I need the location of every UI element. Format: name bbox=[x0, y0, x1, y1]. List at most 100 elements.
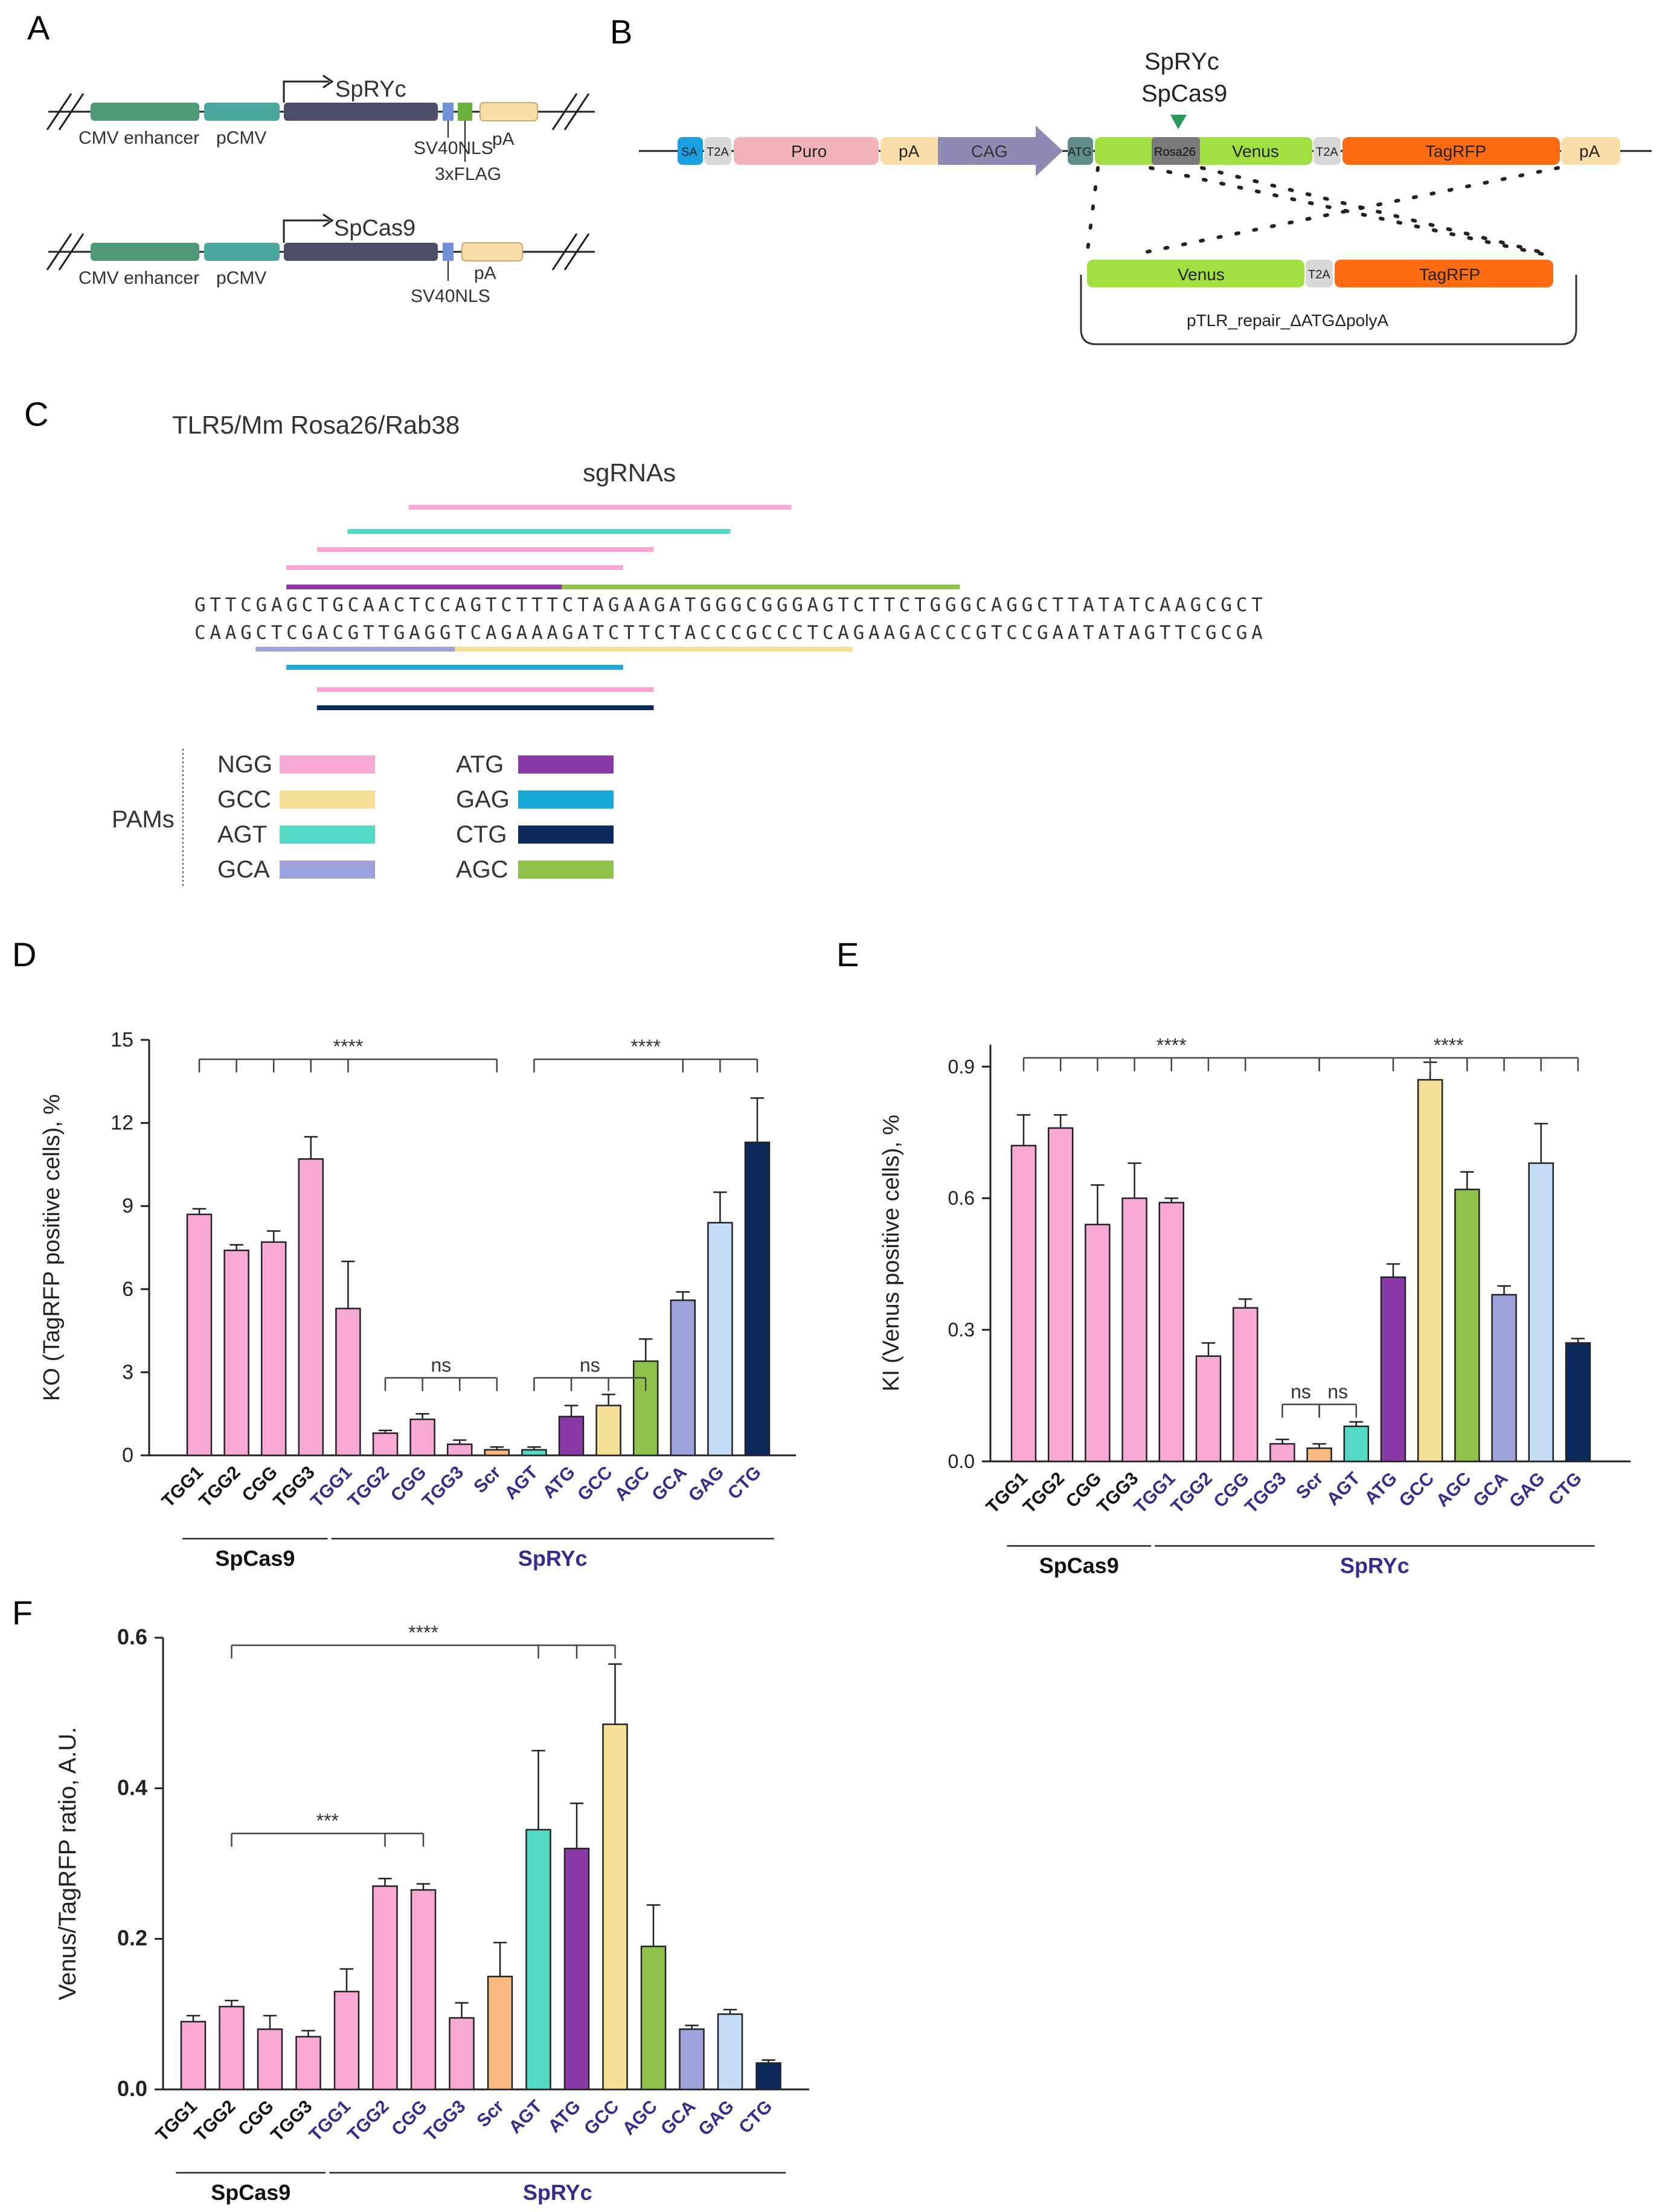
category-label: CTG bbox=[735, 2097, 776, 2138]
bar-atg bbox=[1380, 1276, 1406, 1463]
bar-tgg2 bbox=[1047, 1127, 1074, 1463]
significance-label: *** bbox=[316, 1810, 339, 1832]
pam-legend-swatch bbox=[518, 825, 614, 844]
y-tick-label: 0.0 bbox=[117, 2076, 147, 2101]
tagrfp-label-repair: TagRFP bbox=[1419, 265, 1480, 284]
sv40nls-label-2: SV40NLS bbox=[411, 286, 490, 306]
group-label: SpRYc bbox=[518, 1546, 588, 1571]
bar-gag bbox=[1528, 1162, 1554, 1463]
y-tick-label: 3 bbox=[122, 1361, 133, 1383]
pam-legend-swatch bbox=[280, 861, 375, 879]
sv40nls-box bbox=[443, 103, 454, 121]
y-tick-label: 0.9 bbox=[948, 1056, 975, 1077]
panel-label-d: D bbox=[12, 935, 36, 973]
y-tick-label: 0.4 bbox=[117, 1775, 147, 1800]
category-label: GCC bbox=[574, 1463, 616, 1505]
category-label: ATG bbox=[544, 2097, 585, 2137]
bar-tgg1 bbox=[335, 1307, 361, 1457]
bar-tgg3 bbox=[446, 1443, 473, 1457]
cmv-enhancer-box-2 bbox=[91, 243, 199, 261]
category-label: AGC bbox=[611, 1463, 653, 1505]
chart-e-ki: 0.0 0.3 0.6 0.9 KI (Venus positive cells), %… bbox=[879, 1034, 1631, 1578]
pa-label: pA bbox=[492, 129, 515, 149]
flag-label: 3xFLAG bbox=[435, 164, 501, 184]
bar-tgg1 bbox=[186, 1213, 213, 1457]
bar-cgg bbox=[1232, 1307, 1259, 1463]
bar-tgg1 bbox=[333, 1990, 360, 2091]
t2a-box-repair bbox=[1306, 260, 1333, 287]
panel-label-e: E bbox=[836, 935, 859, 973]
y-axis-label: KO (TagRFP positive cells), % bbox=[39, 1094, 65, 1401]
bar-cgg bbox=[410, 1889, 437, 2091]
pa-box-2 bbox=[461, 242, 523, 261]
bar-tgg3 bbox=[1121, 1197, 1147, 1463]
category-label: TGG3 bbox=[1093, 1469, 1142, 1518]
repair-plasmid-outline bbox=[1080, 275, 1577, 345]
venus-box-b bbox=[1095, 137, 1312, 165]
bar-cgg bbox=[260, 1241, 287, 1457]
sgrna-bars bbox=[255, 505, 960, 710]
group-label: SpCas9 bbox=[211, 2180, 290, 2205]
category-label: GCA bbox=[648, 1463, 690, 1505]
pam-legend-swatch bbox=[518, 790, 614, 809]
puro-box bbox=[734, 137, 879, 165]
pa-label-b2: pA bbox=[1579, 142, 1600, 161]
panel-label-c: C bbox=[24, 395, 48, 433]
category-label: GAG bbox=[694, 2097, 738, 2140]
pam-legend-label: GCA bbox=[217, 856, 270, 883]
construct-spcas9: SpCas9 CMV enhancer pCMV SV40NLS pA bbox=[46, 213, 595, 306]
category-label: TGG3 bbox=[270, 1463, 319, 1512]
y-tick-label: 9 bbox=[122, 1194, 133, 1217]
pcmv-label-2: pCMV bbox=[216, 268, 266, 288]
cag-label: CAG bbox=[971, 142, 1008, 161]
category-label: TGG2 bbox=[195, 1463, 244, 1512]
significance-label: ns bbox=[1327, 1381, 1348, 1403]
pam-legend: NGG GCC AGT GCA ATG GAG CTG AGC bbox=[217, 751, 614, 883]
t2a-box-1 bbox=[704, 137, 731, 165]
category-label: CTG bbox=[1545, 1469, 1586, 1510]
significance-label: **** bbox=[333, 1036, 363, 1057]
category-label: TGG3 bbox=[1241, 1469, 1290, 1518]
pam-legend-swatch bbox=[518, 861, 614, 879]
panel-a: SpRYc CMV enhancer pCMV SV40NLS 3xFLAG p… bbox=[46, 74, 595, 306]
spryc-gene-box bbox=[284, 103, 438, 121]
spcas9-title: SpCas9 bbox=[334, 216, 415, 241]
tagrfp-label-b: TagRFP bbox=[1425, 142, 1486, 161]
panel-b: SpRYc SpCas9 SA T2A Puro pA CAG ATG Rosa… bbox=[639, 48, 1652, 345]
panel-c-title: TLR5/Mm Rosa26/Rab38 bbox=[172, 411, 460, 439]
bar-gag bbox=[717, 2013, 743, 2091]
category-label: Scr bbox=[473, 2096, 508, 2131]
bar-gag bbox=[707, 1222, 733, 1457]
significance-label: **** bbox=[1434, 1034, 1464, 1056]
y-tick-label: 15 bbox=[111, 1028, 133, 1051]
rosa26-box bbox=[1152, 137, 1200, 165]
y-tick-label: 0.2 bbox=[117, 1926, 147, 1951]
y-axis-label: KI (Venus positive cells), % bbox=[879, 1115, 904, 1391]
sa-label: SA bbox=[681, 146, 698, 159]
significance-label: **** bbox=[408, 1621, 438, 1643]
sa-box bbox=[678, 137, 703, 165]
sequence-top-strand: GTTCGAGCTGCAACTCCAGTCTTTCTAGAAGATGGGCGGG… bbox=[194, 594, 1266, 616]
group-label: SpRYc bbox=[1340, 1553, 1410, 1578]
flag-box bbox=[458, 103, 472, 121]
category-label: TGG1 bbox=[1131, 1469, 1179, 1518]
category-label: GCC bbox=[1396, 1469, 1438, 1511]
group-label: SpCas9 bbox=[1039, 1553, 1119, 1578]
bar-agc bbox=[1454, 1188, 1480, 1463]
category-label: TGG1 bbox=[158, 1463, 207, 1512]
category-label: ATG bbox=[539, 1463, 579, 1503]
category-label: CTG bbox=[724, 1463, 765, 1504]
significance-label: ns bbox=[1291, 1381, 1311, 1403]
panel-label-b: B bbox=[610, 13, 632, 51]
significance-label: ns bbox=[431, 1354, 452, 1376]
category-label: TGG2 bbox=[344, 2097, 393, 2146]
bar-tgg3 bbox=[295, 2036, 321, 2091]
panel-c: TLR5/Mm Rosa26/Rab38 sgRNAs GTTCGAGCTGCA… bbox=[112, 411, 1266, 888]
group-label: SpRYc bbox=[523, 2180, 592, 2205]
bar-agc bbox=[632, 1360, 659, 1457]
significance-label: ns bbox=[580, 1354, 600, 1376]
bar-tgg2 bbox=[372, 1885, 398, 2091]
pam-legend-label: ATG bbox=[456, 751, 504, 778]
bar-tgg3 bbox=[1269, 1443, 1295, 1463]
